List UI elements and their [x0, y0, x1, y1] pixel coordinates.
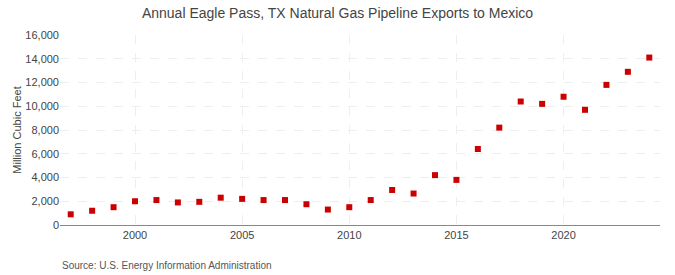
svg-text:8,000: 8,000: [31, 124, 59, 136]
svg-text:2010: 2010: [337, 229, 361, 241]
svg-text:Source: U.S. Energy Informatio: Source: U.S. Energy Information Administ…: [62, 260, 272, 271]
svg-text:16,000: 16,000: [25, 29, 59, 41]
svg-text:4,000: 4,000: [31, 171, 59, 183]
svg-text:2015: 2015: [444, 229, 468, 241]
svg-text:Annual Eagle Pass, TX Natural: Annual Eagle Pass, TX Natural Gas Pipeli…: [142, 5, 533, 21]
svg-text:0: 0: [53, 219, 59, 231]
svg-text:2020: 2020: [551, 229, 575, 241]
svg-text:2000: 2000: [123, 229, 147, 241]
svg-text:6,000: 6,000: [31, 148, 59, 160]
svg-text:2,000: 2,000: [31, 195, 59, 207]
svg-text:2005: 2005: [230, 229, 254, 241]
svg-text:14,000: 14,000: [25, 53, 59, 65]
svg-text:10,000: 10,000: [25, 100, 59, 112]
svg-text:Million Cubic Feet: Million Cubic Feet: [11, 86, 23, 173]
svg-text:12,000: 12,000: [25, 76, 59, 88]
